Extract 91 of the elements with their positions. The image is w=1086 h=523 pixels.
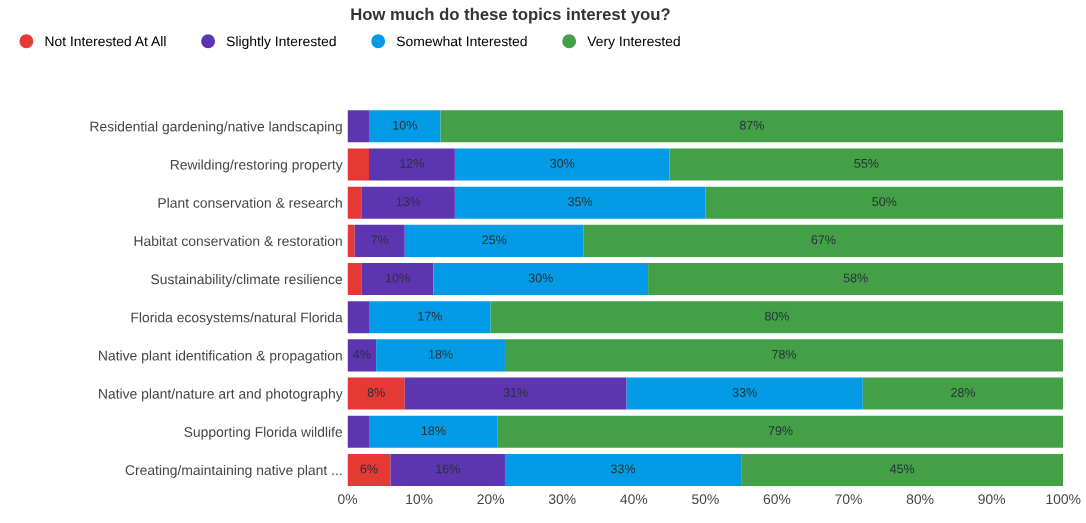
- bar: [454, 186, 706, 219]
- bar: [347, 453, 391, 486]
- data-label: 8%: [367, 388, 385, 397]
- data-label: 28%: [951, 388, 976, 397]
- data-label: 10%: [393, 120, 417, 130]
- bar: [404, 377, 627, 410]
- data-label: 50%: [872, 197, 897, 207]
- legend-label: Somewhat Interested: [396, 36, 527, 47]
- bar: [376, 339, 505, 372]
- x-tick-label: 100%: [1046, 494, 1081, 505]
- bar: [705, 186, 1064, 219]
- data-label: 67%: [811, 235, 836, 245]
- bar: [361, 186, 455, 219]
- x-tick-label: 0%: [338, 494, 358, 505]
- x-tick-label: 40%: [620, 494, 648, 505]
- x-tick-label: 50%: [692, 494, 719, 505]
- data-label: 25%: [482, 235, 507, 245]
- data-label: 4%: [353, 349, 371, 359]
- bar: [347, 415, 369, 448]
- bar: [741, 453, 1064, 486]
- y-tick-label: Supporting Florida wildlife: [184, 426, 343, 440]
- bar: [347, 377, 405, 410]
- y-tick-label: Sustainability/climate resilience: [151, 273, 343, 287]
- legend-label: Slightly Interested: [226, 36, 336, 49]
- bar: [347, 301, 369, 334]
- bar: [390, 453, 505, 486]
- x-tick-label: 60%: [763, 494, 791, 505]
- data-label: 87%: [739, 120, 764, 130]
- bar: [454, 148, 670, 181]
- data-label: 13%: [396, 197, 421, 207]
- y-tick-label: Native plant identification & propagation: [99, 350, 342, 364]
- x-tick-label: 90%: [978, 494, 1006, 505]
- bar: [404, 224, 584, 257]
- bar: [648, 262, 1064, 296]
- bar: [368, 415, 498, 448]
- bar: [490, 301, 1064, 334]
- bar: [347, 224, 355, 257]
- y-tick-label: Native plant/nature art and photography: [99, 388, 343, 402]
- data-label: 55%: [854, 159, 879, 168]
- chart-title: How much do these topics interest you?: [351, 7, 670, 24]
- legend-label: Very Interested: [587, 36, 680, 49]
- data-label: 30%: [528, 273, 553, 283]
- x-tick-label: 30%: [548, 494, 576, 505]
- legend-label: Not Interested At All: [45, 36, 166, 47]
- bar: [862, 377, 1064, 410]
- data-label: 17%: [418, 311, 442, 321]
- y-tick-label: Rewilding/restoring property: [170, 159, 343, 173]
- bar: [440, 110, 1064, 143]
- data-label: 30%: [550, 158, 575, 168]
- y-tick-label: Creating/maintaining native plant ...: [125, 464, 342, 478]
- bar: [347, 262, 362, 296]
- data-label: 80%: [764, 311, 789, 321]
- y-tick-label: Florida ecosystems/natural Florida: [131, 312, 343, 326]
- data-label: 18%: [421, 426, 446, 436]
- bar: [354, 224, 405, 257]
- bar: [583, 224, 1064, 257]
- bar: [347, 148, 369, 181]
- data-label: 78%: [772, 349, 797, 359]
- data-label: 12%: [400, 158, 424, 168]
- bar: [626, 377, 863, 410]
- data-label: 31%: [503, 388, 528, 397]
- x-tick-label: 10%: [406, 494, 433, 505]
- x-tick-label: 20%: [477, 494, 505, 505]
- data-label: 33%: [732, 388, 757, 397]
- data-label: 7%: [371, 235, 389, 245]
- y-tick-label: Habitat conservation & restoration: [134, 235, 342, 247]
- bar: [368, 148, 455, 181]
- bar: [497, 415, 1064, 448]
- data-label: 16%: [436, 464, 460, 474]
- bar: [347, 186, 362, 219]
- x-tick-label: 70%: [835, 494, 862, 505]
- y-tick-label: Plant conservation & research: [158, 197, 342, 208]
- data-label: 45%: [889, 464, 915, 474]
- bar: [347, 339, 377, 372]
- data-label: 10%: [386, 273, 410, 283]
- bar: [504, 339, 1064, 372]
- bar: [504, 453, 742, 486]
- data-label: 35%: [568, 197, 593, 207]
- data-label: 79%: [768, 426, 793, 436]
- bar: [669, 148, 1064, 181]
- bar: [347, 110, 369, 143]
- bar: [368, 110, 441, 143]
- y-tick-label: Residential gardening/native landscaping: [90, 121, 342, 135]
- bar: [368, 301, 491, 334]
- data-label: 18%: [429, 349, 453, 359]
- x-tick-label: 80%: [906, 494, 934, 505]
- data-label: 58%: [843, 273, 868, 283]
- data-label: 33%: [611, 464, 636, 474]
- bar: [433, 262, 649, 296]
- bar: [361, 262, 434, 296]
- data-label: 6%: [360, 464, 378, 474]
